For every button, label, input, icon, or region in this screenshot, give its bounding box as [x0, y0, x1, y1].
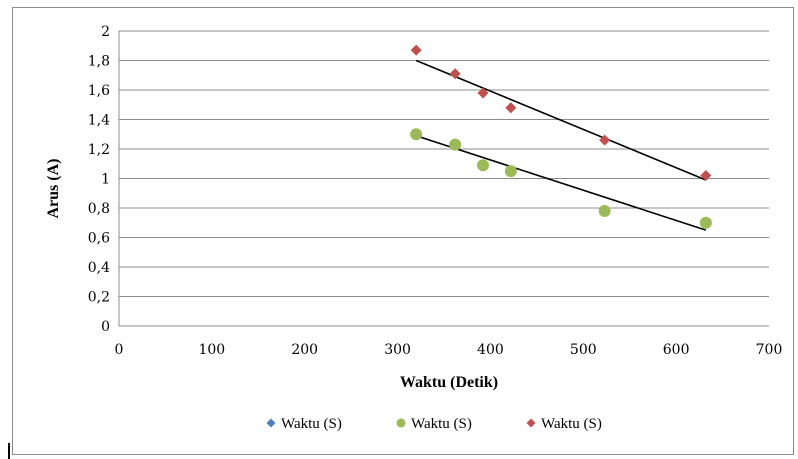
data-point — [410, 128, 423, 141]
data-point — [477, 159, 489, 172]
tick-labels: 0 0,2 0,4 0,6 0,8 1 1,2 1,4 1,6 1,8 2 0 100 200 300 400… — [88, 24, 783, 358]
data-point — [598, 204, 611, 217]
legend-marker — [266, 418, 276, 428]
y-tick-label: 1,6 — [88, 83, 110, 99]
gridlines — [118, 30, 769, 327]
legend-entry-label: Waktu (S) — [281, 416, 342, 432]
x-tick-label: 500 — [570, 342, 597, 358]
x-tick-label: 600 — [663, 342, 690, 358]
chart-frame: 0 0,2 0,4 0,6 0,8 1 1,2 1,4 1,6 1,8 2 0 100 200 300 400… — [12, 7, 794, 455]
legend-entry-label: Waktu (S) — [411, 416, 472, 432]
trendlines — [415, 59, 707, 231]
data-point — [699, 216, 712, 229]
data-point — [477, 87, 489, 99]
y-axis-title: Arus (A) — [45, 159, 62, 219]
scatter-chart: 0 0,2 0,4 0,6 0,8 1 1,2 1,4 1,6 1,8 2 0 100 200 300 400… — [45, 24, 783, 432]
y-tick-label: 0 — [101, 319, 110, 335]
y-tick-label: 1 — [101, 172, 110, 188]
legend: Waktu (S) Waktu (S) Waktu (S) — [266, 416, 602, 432]
y-tick-label: 0,6 — [88, 231, 110, 247]
x-tick-label: 400 — [477, 342, 504, 358]
y-tick-label: 0,8 — [88, 201, 110, 217]
x-tick-label: 100 — [198, 342, 225, 358]
y-tick-label: 1,2 — [88, 142, 110, 158]
y-tick-label: 2 — [101, 24, 110, 40]
data-point — [504, 165, 517, 178]
data-point — [449, 68, 461, 80]
legend-marker — [396, 418, 406, 428]
x-axis-title: Waktu (Detik) — [400, 374, 498, 391]
data-point — [505, 102, 517, 114]
data-point — [700, 170, 712, 182]
trendline — [415, 134, 707, 231]
x-tick-label: 200 — [291, 342, 318, 358]
legend-entry-label: Waktu (S) — [541, 416, 602, 432]
y-tick-label: 0,4 — [88, 260, 110, 276]
x-tick-label: 0 — [115, 342, 124, 358]
trendline — [415, 59, 707, 181]
data-point — [599, 134, 611, 146]
data-point — [449, 138, 462, 151]
legend-marker — [526, 418, 536, 428]
data-points — [410, 44, 712, 229]
y-tick-label: 1,8 — [88, 54, 110, 70]
x-tick-label: 300 — [384, 342, 411, 358]
y-tick-label: 0,2 — [88, 290, 110, 306]
x-tick-label: 700 — [756, 342, 783, 358]
data-point — [410, 44, 422, 56]
y-tick-label: 1,4 — [88, 113, 110, 129]
corner-mark — [8, 443, 10, 459]
